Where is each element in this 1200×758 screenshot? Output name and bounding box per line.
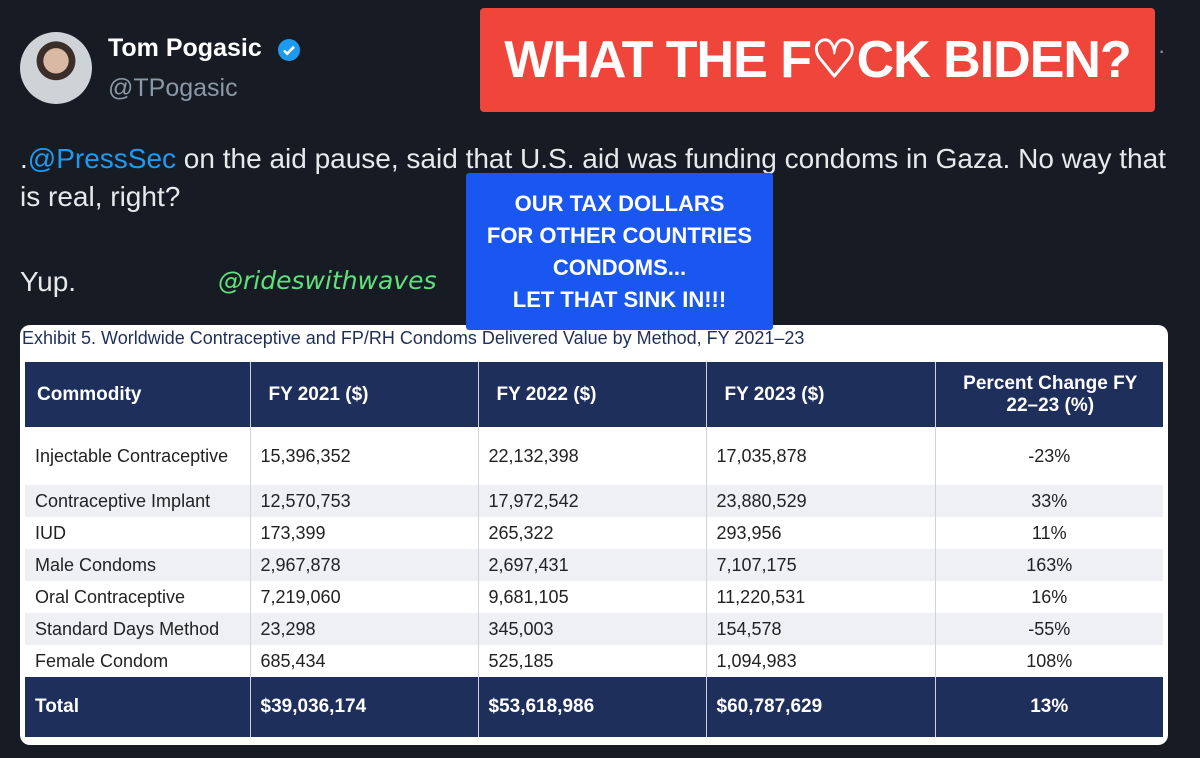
cell: 1,094,983 [705, 645, 935, 677]
cell: 33% [934, 485, 1163, 517]
header-row: Commodity FY 2021 ($) FY 2022 ($) FY 2023 (… [25, 362, 1163, 427]
cell: 173,399 [249, 517, 478, 549]
cell: 23,298 [249, 613, 478, 645]
handle[interactable]: @TPogasic [108, 74, 238, 102]
tweet-text: .@PressSec on the aid pause, said that U… [20, 140, 1185, 216]
cell: 7,107,175 [705, 549, 935, 581]
cell: 2,697,431 [477, 549, 706, 581]
table-row: Female Condom 685,434 525,185 1,094,983 108% [25, 645, 1163, 677]
header-cell: Percent Change FY 22–23 (%) [934, 362, 1163, 427]
cell: Male Condoms [25, 549, 250, 581]
cell: 12,570,753 [249, 485, 478, 517]
cell: Female Condom [35, 650, 169, 671]
cell: 345,003 [477, 613, 706, 645]
table-row: IUD 173,399 265,322 293,956 11% [25, 517, 1163, 549]
cell: 525,185 [477, 645, 706, 677]
watermark: @rideswithwaves [218, 266, 437, 295]
cell: 265,322 [477, 517, 706, 549]
table-caption: Exhibit 5. Worldwide Contraceptive and F… [22, 328, 805, 348]
table-row: Standard Days Method 23,298 345,003 154,578… [25, 613, 1163, 645]
total-cell: Total [25, 677, 250, 737]
header-cell: FY 2023 ($) [705, 362, 935, 427]
cell: Contraceptive Implant [25, 485, 250, 517]
cell: 9,681,105 [477, 581, 706, 613]
display-name[interactable]: Tom Pogasic [108, 34, 262, 62]
total-cell: $53,618,986 [477, 677, 706, 737]
cell: -23% [934, 427, 1163, 485]
overlay-line: FOR OTHER COUNTRIES [486, 222, 753, 248]
more-menu[interactable]: · [1158, 38, 1166, 63]
cell: 22,132,398 [477, 427, 706, 485]
cell: 17,035,878 [705, 427, 935, 485]
cell: 11,220,531 [705, 581, 935, 613]
table-row: Oral Contraceptive 7,219,060 9,681,105 11,2… [25, 581, 1163, 613]
overlay-line: OUR TAX DOLLARS [514, 190, 725, 216]
table-row: Contraceptive Implant 12,570,753 17,972,54… [25, 485, 1163, 517]
cell: 16% [934, 581, 1163, 613]
cell: Injectable Contraceptive [35, 445, 229, 466]
total-cell: 13% [934, 677, 1163, 737]
tweet-body: on the aid pause, said that U.S. aid was… [20, 143, 1166, 212]
cell: 11% [934, 517, 1163, 549]
header-cell: FY 2022 ($) [477, 362, 706, 427]
tweet-text: Yup. [20, 266, 77, 297]
overlay-line: CONDOMS... [552, 254, 687, 280]
cell: -55% [934, 613, 1163, 645]
avatar[interactable] [20, 32, 92, 104]
table: Commodity FY 2021 ($) FY 2022 ($) FY 2023 (… [25, 362, 1163, 737]
cell: 293,956 [705, 517, 935, 549]
header-cell: FY 2021 ($) [249, 362, 478, 427]
overlay-box: OUR TAX DOLLARS FOR OTHER COUNTRIES CONDOM… [466, 173, 773, 330]
total-row: Total $39,036,174 $53,618,986 $60,787,629 13… [25, 677, 1163, 737]
cell: 108% [934, 645, 1163, 677]
tweet-prefix: . [20, 143, 28, 174]
table-row: Injectable Contraceptive 15,396,352 22,132… [25, 427, 1163, 485]
mention[interactable]: @PressSec [27, 143, 177, 174]
header-cell: Commodity [25, 362, 250, 427]
cell: 7,219,060 [249, 581, 478, 613]
cell: 154,578 [705, 613, 935, 645]
banner: WHAT THE F♡CK BIDEN? [480, 8, 1155, 112]
cell: 163% [934, 549, 1163, 581]
cell: Oral Contraceptive [35, 586, 186, 607]
verified-badge [278, 39, 300, 61]
overlay-line: LET THAT SINK IN!!! [512, 286, 727, 312]
total-cell: $60,787,629 [705, 677, 935, 737]
cell: 685,434 [249, 645, 478, 677]
cell: 2,967,878 [249, 549, 478, 581]
cell: 23,880,529 [705, 485, 935, 517]
cell: 17,972,542 [477, 485, 706, 517]
cell: 15,396,352 [249, 427, 478, 485]
cell: Standard Days Method [25, 613, 250, 645]
table-row: Male Condoms 2,967,878 2,697,431 7,107,175 1… [25, 549, 1163, 581]
cell: IUD [35, 522, 66, 543]
total-cell: $39,036,174 [249, 677, 478, 737]
